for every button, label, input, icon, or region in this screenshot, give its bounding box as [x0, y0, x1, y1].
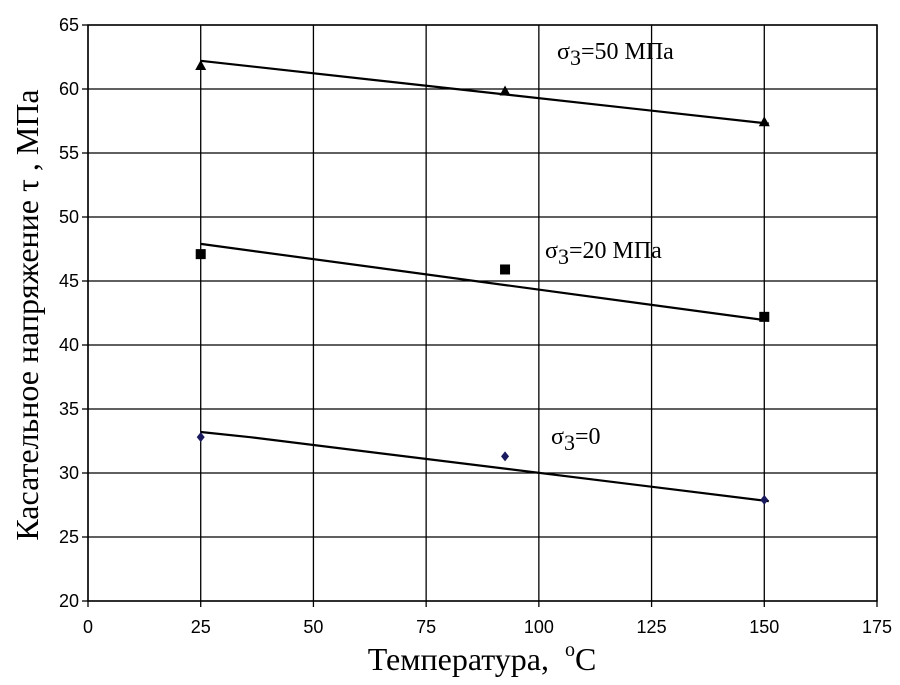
y-tick-label: 55: [59, 143, 79, 163]
series-label-subscript: 3: [564, 430, 575, 455]
trend-lines: [200, 59, 769, 503]
x-tick-label: 0: [83, 617, 93, 637]
series-label-sigma: σ: [551, 424, 564, 450]
data-point: [760, 494, 769, 505]
series-label: σ3=20 МПа: [545, 238, 662, 269]
series-label-value: =0: [575, 424, 601, 450]
x-axis-title-text: Температура,: [368, 641, 549, 677]
data-point: [758, 116, 770, 127]
plot-frame: [87, 24, 878, 602]
series-label-subscript: 3: [570, 45, 581, 70]
trend-line: [200, 430, 769, 503]
x-tick-label: 175: [862, 617, 892, 637]
y-axis-title: Касательное напряжение τ , МПа: [9, 89, 45, 540]
x-axis-title: Температура, oC: [368, 639, 597, 677]
x-axis-unit: oC: [565, 639, 596, 677]
y-tick-label: 35: [59, 399, 79, 419]
y-tick-label: 20: [59, 591, 79, 611]
degree-symbol: o: [565, 639, 575, 661]
y-tick-label: 65: [59, 15, 79, 35]
x-tick-label: 50: [303, 617, 323, 637]
x-tick-label: 100: [524, 617, 554, 637]
x-tick-label: 25: [191, 617, 211, 637]
data-point: [501, 451, 510, 462]
tick-labels: 20 25 30 35 40 45 50 55 60 65 0 25 50 75 100 125 150 175: [59, 15, 892, 637]
series-label: σ3=0: [551, 424, 600, 455]
series-label-value: =20 МПа: [569, 238, 662, 264]
data-point: [195, 59, 207, 70]
data-point: [196, 432, 205, 443]
data-point: [499, 85, 511, 96]
series-label-value: =50 МПа: [581, 39, 674, 65]
trend-line: [200, 59, 769, 125]
x-tick-label: 150: [749, 617, 779, 637]
y-tick-label: 50: [59, 207, 79, 227]
trend-line: [200, 242, 769, 322]
data-point: [500, 264, 511, 275]
x-tick-label: 125: [637, 617, 667, 637]
data-point: [759, 311, 770, 322]
y-tick-label: 60: [59, 79, 79, 99]
y-tick-label: 40: [59, 335, 79, 355]
unit-letter: C: [575, 641, 596, 677]
grid: [82, 24, 878, 607]
data-points: [195, 59, 770, 505]
series-label: σ3=50 МПа: [557, 39, 674, 70]
data-point: [195, 249, 206, 260]
series-label-sigma: σ: [557, 39, 570, 65]
series-label-subscript: 3: [558, 244, 569, 269]
series-label-sigma: σ: [545, 238, 558, 264]
y-tick-label: 30: [59, 463, 79, 483]
y-tick-label: 25: [59, 527, 79, 547]
y-tick-label: 45: [59, 271, 79, 291]
x-tick-label: 75: [416, 617, 436, 637]
